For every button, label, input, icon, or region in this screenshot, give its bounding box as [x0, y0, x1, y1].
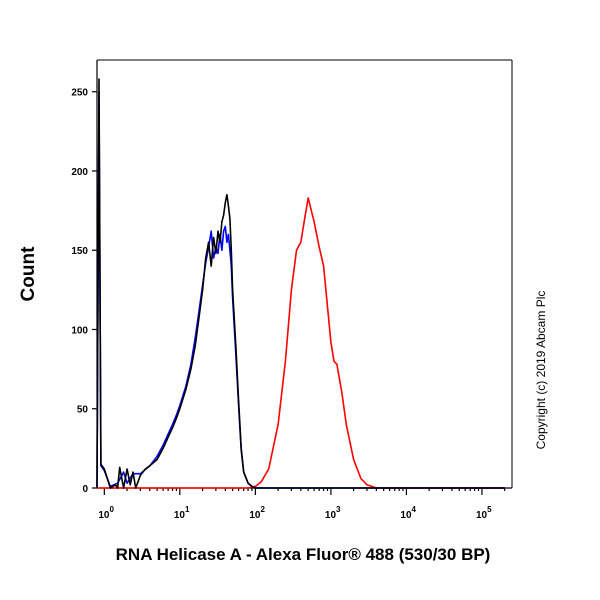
y-tick-label: 250 — [71, 88, 88, 99]
x-tick-base: 10 — [400, 510, 412, 521]
x-tick-label: 101 — [174, 505, 190, 521]
x-tick-label: 105 — [476, 505, 492, 521]
histogram-series-0 — [96, 78, 505, 489]
y-axis-title: Count — [18, 246, 39, 302]
x-tick-base: 10 — [98, 510, 110, 521]
x-tick-exponent: 3 — [336, 505, 341, 514]
x-tick-exponent: 5 — [487, 505, 492, 514]
x-tick-label: 103 — [325, 505, 341, 521]
x-tick-label: 100 — [98, 505, 114, 521]
x-tick-exponent: 2 — [260, 505, 265, 514]
y-tick-label: 0 — [82, 484, 88, 495]
copyright-text: Copyright (c) 2019 Abcam Plc — [534, 291, 548, 450]
x-tick-base: 10 — [325, 510, 337, 521]
y-tick-label: 50 — [77, 405, 89, 416]
x-tick-base: 10 — [476, 510, 488, 521]
x-axis-title: RNA Helicase A - Alexa Fluor® 488 (530/3… — [116, 545, 491, 564]
x-tick-exponent: 4 — [412, 505, 417, 514]
x-tick-exponent: 1 — [185, 505, 190, 514]
histogram-series-1 — [96, 90, 505, 489]
x-tick-label: 102 — [249, 505, 265, 521]
y-tick-label: 100 — [71, 325, 88, 336]
series-layer — [96, 78, 505, 489]
x-tick-base: 10 — [174, 510, 186, 521]
y-ticks: 0 50 100 150 200 250 — [71, 88, 97, 495]
y-tick-label: 150 — [71, 246, 88, 257]
y-tick-label: 200 — [71, 167, 88, 178]
x-tick-label: 104 — [400, 505, 416, 521]
histogram-series-2 — [97, 197, 505, 489]
x-tick-exponent: 0 — [109, 505, 114, 514]
x-tick-base: 10 — [249, 510, 261, 521]
